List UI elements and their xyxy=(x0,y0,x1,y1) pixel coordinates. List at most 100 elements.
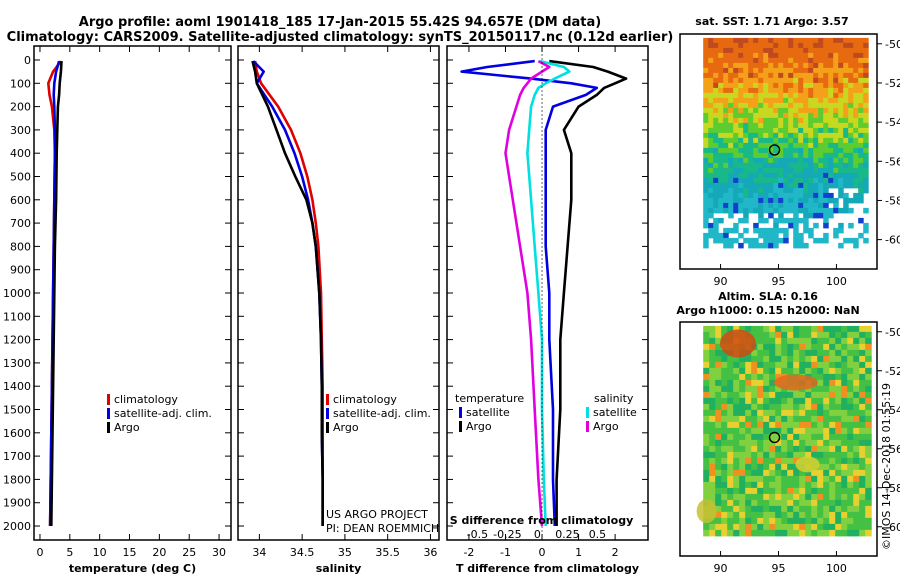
sst-map-cell xyxy=(718,97,724,104)
sst-map-cell xyxy=(718,162,724,169)
sst-map-cell xyxy=(853,137,859,144)
sst-map-cell xyxy=(768,57,774,64)
sst-map-cell xyxy=(768,187,774,194)
sla-map-cell xyxy=(787,409,794,417)
sst-map-cell xyxy=(733,207,739,214)
sst-map-cell xyxy=(773,37,779,44)
sst-map-cell xyxy=(723,102,729,109)
sst-map-cell xyxy=(743,117,749,124)
sla-map-cell xyxy=(751,415,758,423)
sst-map-cell xyxy=(853,97,859,104)
sst-map-cell xyxy=(828,122,834,129)
sla-map-cell xyxy=(775,499,782,507)
sst-map-cell xyxy=(773,77,779,84)
sla-map-cell xyxy=(769,367,776,375)
sla-map-cell xyxy=(715,349,722,357)
sla-map-cell xyxy=(715,445,722,453)
sst-map-cell xyxy=(783,187,789,194)
sla-map-cell xyxy=(727,451,734,459)
sst-map-cell xyxy=(713,42,719,49)
sla-map-cell xyxy=(775,355,782,363)
sla-map-cell xyxy=(817,439,824,447)
sla-map-cell xyxy=(805,409,812,417)
sla-map-cell xyxy=(811,487,818,495)
sst-map-cell xyxy=(803,217,809,224)
sst-map-cell xyxy=(863,62,869,69)
sla-map-cell xyxy=(733,439,740,447)
sla-map-cell xyxy=(751,517,758,525)
sst-map-cell xyxy=(793,212,799,219)
sst-map-cell xyxy=(853,122,859,129)
sla-map-cell xyxy=(715,481,722,489)
sla-map-cell xyxy=(853,391,860,399)
sst-map-cell xyxy=(758,157,764,164)
sst-map-cell xyxy=(758,207,764,214)
sst-map-cell xyxy=(793,217,799,224)
sst-map-cell xyxy=(783,117,789,124)
sla-map-cell xyxy=(841,325,848,333)
sla-map-cell xyxy=(703,469,710,477)
sla-map-cell xyxy=(829,337,836,345)
sst-map-cell xyxy=(733,227,739,234)
sst-map-cell xyxy=(828,117,834,124)
sst-map-cell xyxy=(753,112,759,119)
sst-map-cell xyxy=(708,167,714,174)
sla-map-cell xyxy=(757,325,764,333)
sst-map-cell xyxy=(813,197,819,204)
sla-map-cell xyxy=(859,349,866,357)
sla-map-cell xyxy=(775,397,782,405)
sla-map-cell xyxy=(811,415,818,423)
sst-map-cell xyxy=(708,137,714,144)
sla-map-cell xyxy=(763,529,770,537)
sst-map-cell xyxy=(773,217,779,224)
sla-map-cell xyxy=(793,367,800,375)
sst-map-cell xyxy=(823,222,829,229)
sst-map-cell xyxy=(708,222,714,229)
sla-map-cell xyxy=(835,367,842,375)
sst-map-cell xyxy=(833,67,839,74)
sst-map-cell xyxy=(788,37,794,44)
temperature-profile-xtick-label: 5 xyxy=(66,546,73,559)
sst-map-cell xyxy=(733,92,739,99)
sst-map-cell xyxy=(823,202,829,209)
sst-map-cell xyxy=(808,152,814,159)
sst-map-cell xyxy=(833,127,839,134)
sst-map-cell xyxy=(788,202,794,209)
sst-map-cell xyxy=(743,82,749,89)
sst-map-cell xyxy=(703,107,709,114)
sst-map-cell xyxy=(853,192,859,199)
sst-map-cell xyxy=(713,77,719,84)
sst-map-cell xyxy=(798,172,804,179)
sst-map-cell xyxy=(718,47,724,54)
sst-map-cell xyxy=(768,202,774,209)
sst-map-cell xyxy=(808,67,814,74)
sla-map-cell xyxy=(865,529,872,537)
sst-map-cell xyxy=(818,147,824,154)
sla-map-cell xyxy=(727,463,734,471)
sst-map-cell xyxy=(823,182,829,189)
sst-map-cell xyxy=(733,187,739,194)
sst-map-cell xyxy=(763,172,769,179)
sla-map-cell xyxy=(769,355,776,363)
sst-map-cell xyxy=(758,147,764,154)
sla-map-cell xyxy=(805,337,812,345)
temperature-legend-swatch xyxy=(107,408,110,419)
sla-map-cell xyxy=(781,343,788,351)
sla-map-cell xyxy=(847,355,854,363)
sst-map-cell xyxy=(808,47,814,54)
sst-map-cell xyxy=(723,177,729,184)
pressure-tick-label: 2000 xyxy=(3,520,31,533)
sst-map-cell xyxy=(833,197,839,204)
sst-map-cell xyxy=(708,62,714,69)
sst-map-cell xyxy=(843,107,849,114)
sla-map-cell xyxy=(799,367,806,375)
sla-map-cell xyxy=(727,409,734,417)
sst-map-cell xyxy=(708,227,714,234)
sla-map-cell xyxy=(829,367,836,375)
sla-map-cell xyxy=(763,349,770,357)
sst-map-cell xyxy=(713,137,719,144)
sst-map-cell xyxy=(808,147,814,154)
sst-map-cell xyxy=(748,132,754,139)
sst-map-cell xyxy=(708,202,714,209)
